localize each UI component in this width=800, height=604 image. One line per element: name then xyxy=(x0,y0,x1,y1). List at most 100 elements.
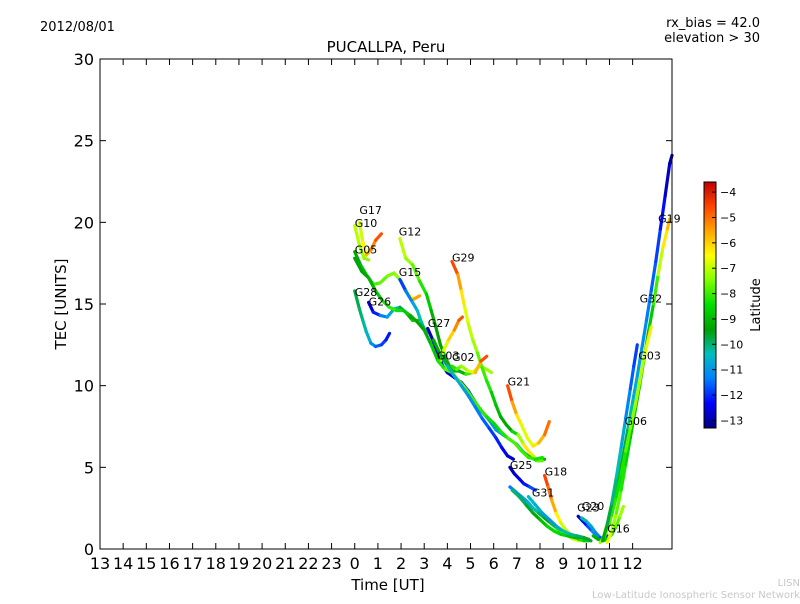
colorbar-tick-label: −8 xyxy=(720,288,736,301)
x-tick-label: 6 xyxy=(489,554,499,573)
track-segment xyxy=(434,325,442,347)
x-tick-label: 23 xyxy=(321,554,341,573)
track-segment xyxy=(489,390,498,407)
satellite-label: G18 xyxy=(545,466,568,479)
date-label: 2012/08/01 xyxy=(40,20,115,35)
x-tick-label: 20 xyxy=(252,554,272,573)
satellite-label: G23 xyxy=(577,501,600,514)
track-segment xyxy=(542,420,551,437)
track-segment xyxy=(357,220,365,244)
colorbar-tick-label: −5 xyxy=(720,212,736,225)
x-tick-label: 15 xyxy=(136,554,156,573)
series-g15-4 xyxy=(398,277,429,335)
track-segment xyxy=(374,232,383,242)
satellite-label: G29 xyxy=(452,252,475,265)
satellite-label: G17 xyxy=(359,204,382,217)
satellite-label: G26 xyxy=(369,296,392,309)
track-segment xyxy=(485,367,493,375)
series-g24-24 xyxy=(510,488,591,541)
track-segment xyxy=(367,300,375,314)
track-segment xyxy=(515,413,524,427)
y-tick-label: 0 xyxy=(84,540,94,559)
track-segment xyxy=(517,495,528,507)
x-axis: 13 14 15 16 17 18 19 20 21 22 23 0 1 2 3 4 5 6 7 8 9 10 11 12 xyxy=(90,59,643,573)
track-segment xyxy=(542,473,550,489)
track-segment xyxy=(450,259,460,277)
y-axis-label: TEC [UNITS] xyxy=(52,259,70,351)
track-segment xyxy=(412,294,422,301)
satellite-label: G06 xyxy=(625,415,648,428)
track-segment xyxy=(624,387,632,420)
track-segment xyxy=(663,161,672,198)
track-segment xyxy=(624,436,632,466)
track-segment xyxy=(635,346,644,378)
track-segment xyxy=(619,449,628,476)
track-segment xyxy=(457,315,464,322)
x-tick-label: 7 xyxy=(512,554,522,573)
track-segment xyxy=(487,426,498,440)
x-tick-label: 19 xyxy=(229,554,249,573)
track-segment xyxy=(361,240,368,257)
track-segment xyxy=(533,455,544,461)
track-segment xyxy=(459,289,467,309)
track-segment xyxy=(516,433,526,447)
track-segment xyxy=(654,227,663,264)
track-segment xyxy=(499,415,508,427)
x-tick-label: 17 xyxy=(182,554,202,573)
track-segment xyxy=(582,535,593,543)
network-watermark: Low-Latitude Ionospheric Sensor Network xyxy=(592,590,800,600)
track-segment xyxy=(411,263,422,283)
track-segment xyxy=(628,364,636,391)
track-segment xyxy=(452,374,463,388)
track-segment xyxy=(614,472,623,499)
track-segment xyxy=(362,256,371,262)
track-segment xyxy=(478,406,489,419)
track-segment xyxy=(459,384,470,398)
track-segment xyxy=(408,313,419,324)
chart-title: PUCALLPA, Peru xyxy=(327,38,446,56)
satellite-label: G19 xyxy=(658,212,681,225)
y-tick-label: 10 xyxy=(74,377,94,396)
satellite-label: G10 xyxy=(355,217,378,230)
track-segment xyxy=(637,354,646,384)
x-axis-label: Time [UT] xyxy=(350,576,424,594)
track-segment xyxy=(605,501,614,527)
colorbar-tick-label: −9 xyxy=(720,313,736,326)
satellite-label: G03 xyxy=(437,350,460,363)
series-g02-10 xyxy=(450,354,489,375)
track-segment xyxy=(630,374,639,404)
x-tick-label: 13 xyxy=(90,554,110,573)
colorbar-tick-label: −10 xyxy=(720,338,743,351)
track-segment xyxy=(614,446,623,479)
track-segment xyxy=(525,436,535,448)
track-segment xyxy=(665,217,672,231)
track-segment xyxy=(367,276,378,293)
track-segment xyxy=(494,403,503,419)
track-segment xyxy=(642,335,651,358)
track-segment xyxy=(456,273,463,293)
track-segment xyxy=(374,289,385,303)
satellite-label: G16 xyxy=(607,523,630,536)
x-tick-label: 3 xyxy=(419,554,429,573)
track-segment xyxy=(614,514,622,528)
x-tick-label: 2 xyxy=(396,554,406,573)
series-g29-8 xyxy=(450,259,544,463)
track-segment xyxy=(533,503,544,515)
colorbar-ticks: −4 −5 −6 −7 −8 −9 −10 −11 −12 −13 xyxy=(712,186,743,427)
track-segment xyxy=(353,256,364,273)
track-segment xyxy=(480,366,489,383)
y-tick-label: 5 xyxy=(84,458,94,477)
colorbar-tick-label: −13 xyxy=(720,414,743,427)
track-segment xyxy=(353,224,361,247)
satellite-label: G02 xyxy=(452,351,475,364)
colorbar-tick-label: −12 xyxy=(720,389,743,402)
track-segment xyxy=(537,433,547,445)
track-segment xyxy=(446,328,456,342)
y-tick-label: 15 xyxy=(74,295,94,314)
y-axis: 0 5 10 15 20 25 30 xyxy=(74,50,672,559)
series-g25-12 xyxy=(508,465,538,492)
colorbar-tick-label: −6 xyxy=(720,237,736,250)
series-g06-21 xyxy=(600,343,639,543)
track-segment xyxy=(415,308,424,326)
